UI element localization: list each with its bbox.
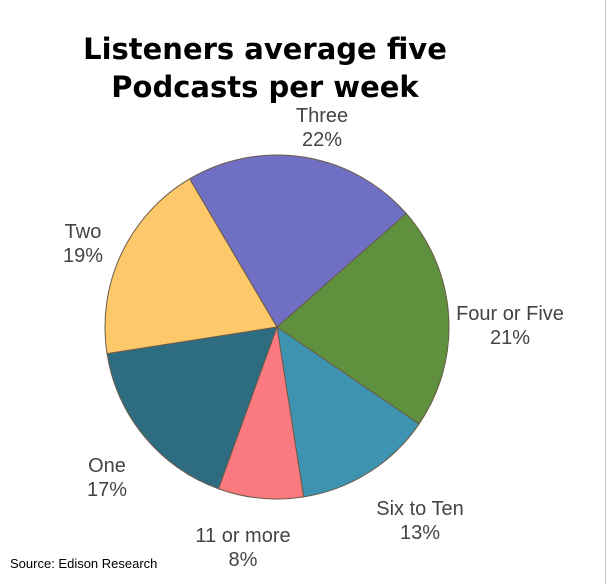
slice-label-category: Six to Ten xyxy=(376,498,464,520)
slice-label: Two 19% xyxy=(63,220,103,268)
border-line xyxy=(605,0,606,584)
slice-label-percent: 8% xyxy=(228,549,258,571)
slice-label-percent: 13% xyxy=(399,522,441,544)
pie-slice-six-to-ten xyxy=(276,325,420,498)
slice-label-percent: 22% xyxy=(301,129,343,151)
slice-label-category: Two xyxy=(64,221,102,243)
pie-slice-three xyxy=(189,154,407,328)
chart-title-line-2: Podcasts per week xyxy=(111,70,419,104)
pie-slice-four-or-five xyxy=(276,212,450,425)
pie-slice-one xyxy=(106,326,278,490)
slice-label: Three 22% xyxy=(296,104,348,152)
slice-label: Six to Ten 13% xyxy=(376,497,463,545)
slice-label-category: Three xyxy=(295,105,349,127)
slice-label: One 17% xyxy=(87,454,127,502)
slice-label-percent: 19% xyxy=(62,245,104,267)
slice-label: 11 or more 8% xyxy=(195,524,290,572)
slice-label-percent: 21% xyxy=(489,327,531,349)
slice-label: Four or Five 21% xyxy=(456,302,564,350)
slice-label-category: One xyxy=(88,455,126,477)
slice-label-category: Four or Five xyxy=(456,303,564,325)
pie-slice-two xyxy=(104,178,278,355)
source-note: Source: Edison Research xyxy=(10,556,158,571)
chart-title-line-1: Listeners average five xyxy=(83,32,447,66)
slice-label-percent: 17% xyxy=(86,479,128,501)
slice-label-category: 11 or more xyxy=(195,525,291,547)
